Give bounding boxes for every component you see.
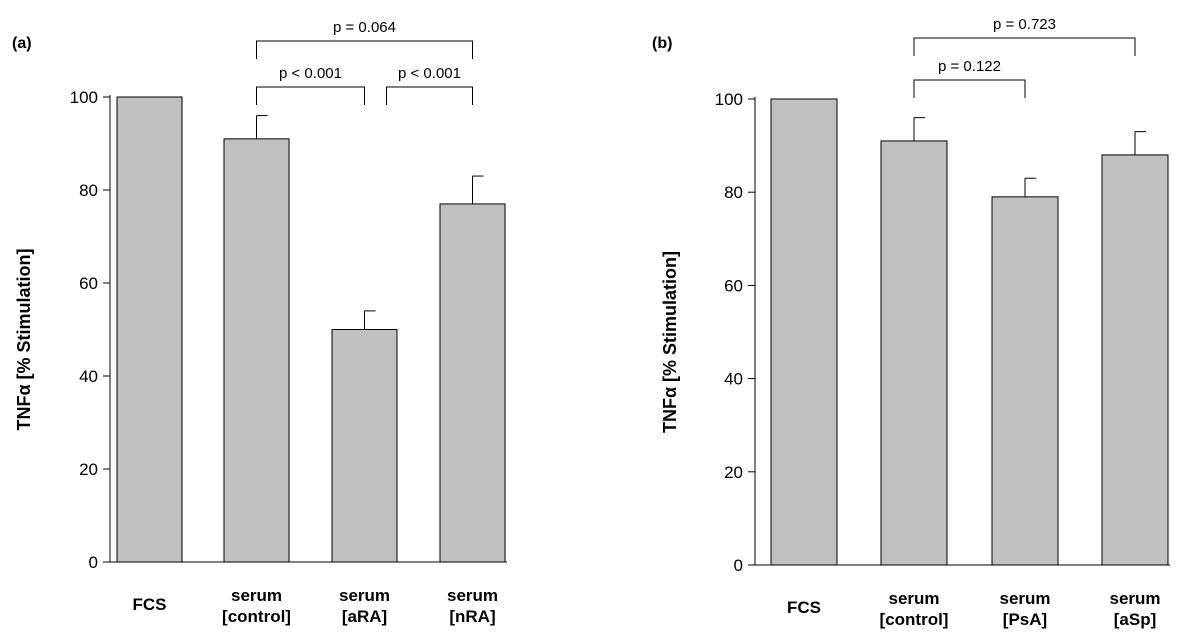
y-tick-label: 20 [79, 460, 98, 479]
significance-bracket [256, 40, 473, 59]
x-category-label: serum [231, 586, 282, 605]
p-value-label: p < 0.001 [279, 65, 342, 82]
y-tick-label: 60 [724, 276, 743, 295]
bar [991, 196, 1059, 566]
bar [880, 140, 948, 566]
x-category-label: [control] [880, 610, 949, 629]
panel-a: (a) TNFα [% Stimulation] 0 20 40 60 80 100 FCS se… [12, 19, 507, 626]
panel-b: (b) TNFα [% Stimulation] 0 20 40 60 80 100 FCS se… [652, 16, 1170, 629]
x-category-label: [nRA] [449, 607, 495, 626]
y-tick-label: 100 [715, 90, 743, 109]
x-category-label: FCS [133, 595, 167, 614]
bar [439, 203, 506, 563]
x-category-label: serum [339, 586, 390, 605]
y-tick-label: 80 [79, 181, 98, 200]
p-value-label: p = 0.064 [333, 19, 396, 36]
significance-bracket [913, 79, 1026, 98]
x-category-label: [aSp] [1114, 610, 1157, 629]
panel-label: (b) [652, 35, 672, 52]
bar [1101, 154, 1169, 566]
x-category-label: [control] [222, 607, 291, 626]
x-category-label: [aRA] [342, 607, 387, 626]
x-category-label: [PsA] [1003, 610, 1047, 629]
bar [770, 98, 838, 566]
panel-label: (a) [12, 35, 32, 52]
y-tick-label: 60 [79, 274, 98, 293]
p-value-label: p = 0.122 [938, 58, 1001, 75]
x-category-label: serum [999, 589, 1050, 608]
p-value-label: p < 0.001 [398, 65, 461, 82]
significance-bracket [913, 37, 1136, 56]
x-category-label: FCS [787, 598, 821, 617]
y-tick-label: 40 [724, 370, 743, 389]
y-tick-label: 100 [70, 88, 98, 107]
y-tick-label: 20 [724, 463, 743, 482]
y-tick-label: 0 [89, 553, 98, 572]
y-axis-title: TNFα [% Stimulation] [660, 251, 680, 433]
y-axis-title: TNFα [% Stimulation] [14, 248, 34, 430]
y-tick-label: 80 [724, 183, 743, 202]
bar [331, 329, 398, 563]
significance-bracket [256, 86, 365, 105]
y-tick-label: 0 [734, 556, 743, 575]
p-value-label: p = 0.723 [993, 16, 1056, 33]
x-category-label: serum [888, 589, 939, 608]
bar [116, 96, 183, 563]
x-category-label: serum [447, 586, 498, 605]
y-tick-label: 40 [79, 367, 98, 386]
bar [223, 138, 290, 563]
significance-bracket [386, 86, 473, 105]
x-category-label: serum [1109, 589, 1160, 608]
